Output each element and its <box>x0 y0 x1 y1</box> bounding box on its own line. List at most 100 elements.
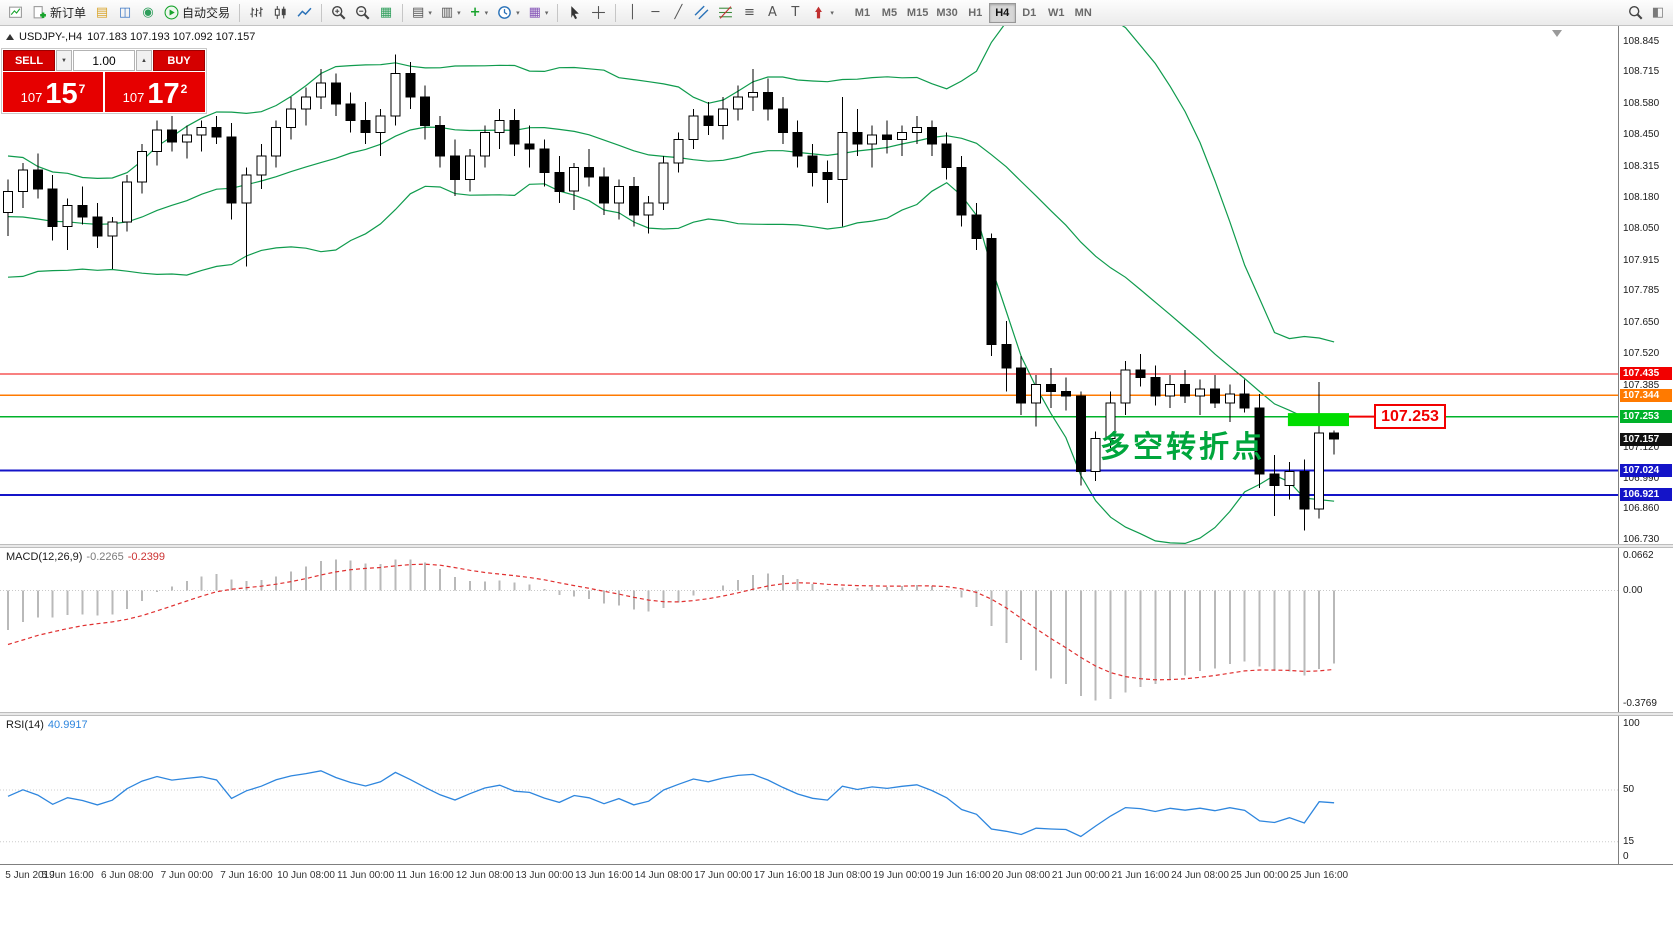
buy-price-big: 17 <box>147 78 180 110</box>
toolbar-separator <box>239 3 241 22</box>
price-level-badge: 107.157 <box>1620 432 1672 446</box>
cursor-icon[interactable] <box>563 2 586 24</box>
candlestick-chart-icon[interactable] <box>269 2 292 24</box>
line-chart-icon[interactable] <box>293 2 316 24</box>
charts-list-icon[interactable]: ◫ <box>118 5 132 20</box>
time-axis-label: 18 Jun 08:00 <box>813 870 872 881</box>
buy-price-base: 107 <box>122 90 145 105</box>
price-axis[interactable]: 108.845 108.715 108.580 108.450 108.315 108.1… <box>1618 26 1673 544</box>
price-level-badge: 107.344 <box>1620 388 1672 402</box>
time-axis-label: 12 Jun 08:00 <box>455 870 514 881</box>
timeframe-m15[interactable]: M15 <box>906 6 929 19</box>
rsi-name: RSI(14) <box>6 719 44 731</box>
time-axis-label: 14 Jun 08:00 <box>634 870 693 881</box>
time-axis-label: 7 Jun 16:00 <box>220 870 273 881</box>
price-tick: 107.650 <box>1623 317 1660 329</box>
chart-window-icon[interactable] <box>4 2 27 24</box>
time-axis-label: 13 Jun 16:00 <box>575 870 633 881</box>
market-watch-icon[interactable]: ◉ <box>142 5 154 20</box>
rsi-axis-label: 0 <box>1623 851 1629 862</box>
timeframe-d1[interactable]: D1 <box>1022 6 1037 19</box>
periods-icon[interactable]: ▾ <box>493 2 524 24</box>
tile-horizontal-icon[interactable]: ▥ ▾ <box>440 5 461 20</box>
search-icon[interactable] <box>1624 2 1647 24</box>
vertical-line-icon[interactable]: │ <box>628 5 637 20</box>
new-order-button[interactable]: 新订单 <box>28 2 90 24</box>
sell-price[interactable]: 107 15 7 <box>3 72 103 112</box>
profiles-icon[interactable]: ▤ <box>95 5 109 20</box>
time-axis-label: 5 Jun 16:00 <box>41 870 94 881</box>
price-tick: 108.450 <box>1623 128 1660 140</box>
toolbar-right: ◧ <box>1624 2 1669 24</box>
rsi-axis-label: 15 <box>1623 835 1635 847</box>
text-label-icon[interactable]: T <box>791 5 800 20</box>
price-tick: 107.120 <box>1623 441 1660 453</box>
price-tick: 107.785 <box>1623 285 1660 297</box>
panel-splitter[interactable] <box>0 712 1673 716</box>
crosshair-icon[interactable] <box>587 2 610 24</box>
volume-decrease-button[interactable] <box>56 50 72 71</box>
time-axis[interactable]: 5 Jun 2019 5 Jun 16:00 6 Jun 08:00 7 Jun 00… <box>0 864 1673 890</box>
fibonacci-icon[interactable] <box>714 2 737 24</box>
panel-splitter[interactable] <box>0 544 1673 548</box>
timeframe-toolbar: M1 M5 M15 M30 H1 H4 D1 W1 MN <box>849 2 1097 23</box>
rsi-axis[interactable]: 100 50 15 0 <box>1618 716 1673 864</box>
macd-panel[interactable]: 0.0662 0.00 -0.3769 MACD(12,26,9) -0.2265 -0… <box>0 548 1673 712</box>
timeframe-m30[interactable]: M30 <box>936 6 958 19</box>
sell-price-big: 15 <box>45 78 78 110</box>
time-axis-label: 6 Jun 08:00 <box>101 870 154 881</box>
price-callout[interactable]: 107.253 <box>1374 404 1446 430</box>
channel-icon[interactable] <box>690 2 713 24</box>
tile-windows-icon[interactable]: ▦ <box>379 5 393 20</box>
timeframe-h4[interactable]: H4 <box>988 2 1016 23</box>
collapse-trading-widget-icon[interactable] <box>6 34 14 40</box>
trade-widget-controls: SELL BUY <box>3 50 205 71</box>
templates-icon[interactable]: ▦ ▾ <box>528 5 549 20</box>
price-tick: 108.180 <box>1623 192 1660 204</box>
time-axis-label: 11 Jun 00:00 <box>337 870 395 881</box>
price-tick: 106.860 <box>1623 503 1660 515</box>
macd-axis-label: 0.00 <box>1623 584 1643 596</box>
time-axis-label: 21 Jun 16:00 <box>1111 870 1170 881</box>
buy-price[interactable]: 107 17 2 <box>105 72 205 112</box>
zoom-in-icon[interactable] <box>327 2 350 24</box>
macd-axis-label: 0.0662 <box>1623 550 1654 561</box>
volume-increase-button[interactable] <box>136 50 152 71</box>
time-axis-label: 17 Jun 16:00 <box>753 870 812 881</box>
price-tick: 108.580 <box>1623 98 1660 110</box>
macd-axis[interactable]: 0.0662 0.00 -0.3769 <box>1618 548 1673 712</box>
rsi-label: RSI(14) 40.9917 <box>6 719 88 731</box>
timeframe-h1[interactable]: H1 <box>968 6 983 19</box>
timeframe-mn[interactable]: MN <box>1074 6 1092 19</box>
zoom-out-icon[interactable] <box>351 2 374 24</box>
timeframe-m5[interactable]: M5 <box>881 6 898 19</box>
time-axis-label: 20 Jun 08:00 <box>992 870 1051 881</box>
cascade-windows-icon[interactable]: ▤ ▾ <box>412 5 432 20</box>
timeframe-w1[interactable]: W1 <box>1047 6 1065 19</box>
trendline-icon[interactable]: ╱ <box>674 5 683 20</box>
volume-input[interactable] <box>73 50 135 71</box>
autotrading-button[interactable]: 自动交易 <box>160 2 234 24</box>
rsi-panel[interactable]: 100 50 15 0 RSI(14) 40.9917 <box>0 716 1673 864</box>
timeframe-m1[interactable]: M1 <box>854 6 871 19</box>
community-icon[interactable]: ◧ <box>1651 5 1665 20</box>
indicators-icon[interactable]: + ▾ <box>469 5 489 20</box>
bar-chart-icon[interactable] <box>245 2 268 24</box>
macd-canvas <box>0 559 1618 701</box>
macd-label: MACD(12,26,9) -0.2265 -0.2399 <box>6 551 166 563</box>
rsi-axis-label: 100 <box>1623 718 1640 729</box>
price-chart-panel[interactable]: 108.845 108.715 108.580 108.450 108.315 108.1… <box>0 26 1673 544</box>
chart-shift-marker[interactable] <box>1552 30 1562 37</box>
chart-annotation-text[interactable]: 多空转折点 <box>1100 431 1265 464</box>
horizontal-line-icon[interactable]: ─ <box>651 5 660 20</box>
text-icon[interactable]: A <box>767 5 777 20</box>
price-tick: 106.990 <box>1623 472 1660 484</box>
gann-grid-icon[interactable]: ≡ <box>743 5 755 20</box>
sell-button[interactable]: SELL <box>3 50 55 71</box>
arrows-icon[interactable]: ▾ <box>807 2 838 24</box>
price-level-badge: 107.024 <box>1620 464 1672 478</box>
macd-main-value: -0.2265 <box>86 551 124 563</box>
time-axis-label: 10 Jun 08:00 <box>277 870 335 881</box>
buy-button[interactable]: BUY <box>153 50 205 71</box>
